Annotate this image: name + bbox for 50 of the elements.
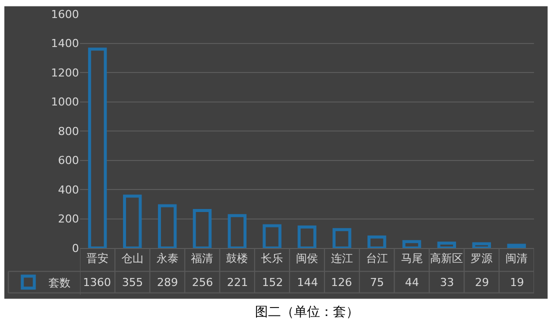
bar	[402, 240, 422, 248]
legend-label: 套数	[48, 276, 70, 290]
data-label: 19	[510, 276, 524, 289]
x-tick-label: 连江	[330, 252, 353, 266]
y-tick-label: 1400	[51, 37, 79, 50]
bar	[123, 194, 142, 248]
x-tick-label: 高新区	[430, 252, 464, 266]
y-tick-label: 0	[72, 242, 79, 255]
bar	[88, 48, 107, 248]
bar	[367, 236, 386, 248]
x-tick-label: 永泰	[156, 252, 178, 266]
x-tick-label: 长乐	[261, 252, 284, 266]
data-label: 144	[297, 276, 318, 289]
x-tick-label: 福清	[191, 252, 214, 266]
data-label: 289	[157, 276, 178, 289]
y-tick-label: 1600	[51, 8, 79, 21]
data-label: 152	[262, 276, 283, 289]
x-tick-label: 晋安	[86, 252, 108, 266]
bar	[158, 204, 177, 248]
bar	[228, 214, 247, 248]
x-tick-label: 闽清	[506, 252, 528, 266]
data-label: 33	[440, 276, 454, 289]
y-tick-label: 1000	[51, 96, 79, 109]
x-tick-label: 罗源	[470, 252, 493, 266]
x-tick-label: 鼓楼	[226, 252, 248, 266]
data-label: 29	[475, 276, 489, 289]
x-tick-label: 仓山	[121, 252, 144, 266]
data-label: 1360	[83, 276, 111, 289]
y-tick-label: 400	[58, 183, 79, 196]
text: 图二（单位：套）	[255, 305, 359, 320]
y-tick-label: 800	[58, 124, 79, 138]
bar	[262, 224, 282, 248]
x-tick-label: 马尾	[400, 252, 423, 266]
x-tick-label: 闽侯	[296, 252, 318, 266]
data-label: 44	[405, 276, 419, 289]
bar	[472, 242, 491, 248]
data-label: 355	[122, 276, 143, 289]
bar	[332, 228, 352, 248]
bar	[298, 225, 316, 248]
data-label: 126	[331, 276, 352, 289]
y-tick-label: 600	[58, 154, 79, 168]
data-label: 75	[370, 276, 384, 289]
bar	[192, 209, 212, 248]
bar	[507, 244, 526, 248]
y-tick-label: 1200	[51, 66, 79, 80]
y-tick-label: 200	[58, 212, 79, 226]
data-label: 221	[227, 276, 248, 289]
bar	[437, 242, 456, 248]
x-tick-label: 台江	[366, 252, 388, 266]
data-label: 256	[192, 276, 213, 289]
